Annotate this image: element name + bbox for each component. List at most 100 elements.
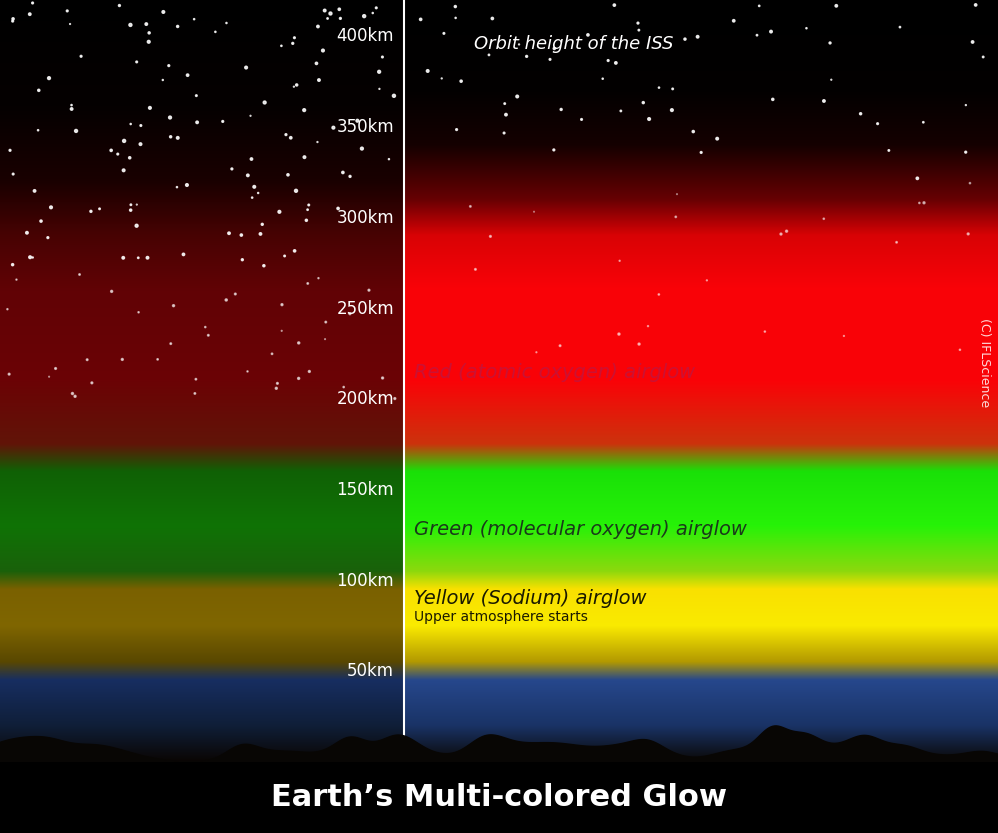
Point [496, 127, 512, 140]
Point [133, 137, 149, 151]
Point [975, 50, 991, 63]
Point [271, 205, 287, 218]
Point [276, 249, 292, 262]
Point [286, 31, 302, 44]
Point [8, 273, 24, 287]
Point [778, 225, 794, 238]
Point [952, 343, 968, 357]
Point [356, 9, 372, 22]
Point [141, 35, 157, 48]
Point [310, 272, 326, 285]
Text: (C) IFLScience: (C) IFLScience [978, 318, 991, 407]
Point [909, 172, 925, 185]
Point [122, 151, 138, 164]
Point [123, 198, 139, 212]
Text: 300km: 300km [336, 209, 394, 227]
Point [484, 12, 500, 25]
Point [881, 144, 897, 157]
Point [915, 116, 931, 129]
Text: 100km: 100km [336, 571, 394, 590]
Point [92, 202, 108, 216]
Point [756, 325, 772, 338]
Point [542, 52, 558, 66]
Point [608, 57, 624, 70]
Point [19, 226, 35, 239]
Point [640, 320, 656, 333]
Point [33, 214, 49, 227]
Point [798, 22, 814, 35]
Point [187, 387, 203, 400]
Point [40, 231, 56, 244]
Point [5, 12, 21, 26]
Point [123, 117, 139, 131]
Point [453, 74, 469, 87]
Point [497, 97, 513, 110]
Point [115, 352, 131, 366]
Point [84, 377, 100, 390]
Point [156, 5, 172, 18]
Point [104, 285, 120, 298]
Point [150, 352, 166, 366]
Point [631, 23, 647, 37]
Point [22, 7, 38, 21]
Point [481, 48, 497, 62]
Point [631, 337, 647, 351]
Point [317, 316, 333, 329]
Point [5, 258, 21, 272]
Point [64, 102, 80, 116]
Point [962, 177, 978, 190]
Point [911, 197, 927, 210]
Point [467, 262, 483, 276]
Point [361, 283, 377, 297]
Point [221, 227, 237, 240]
Point [299, 203, 315, 217]
Point [298, 213, 314, 227]
Point [869, 117, 885, 130]
Point [268, 382, 284, 395]
Point [103, 144, 119, 157]
Point [288, 184, 304, 197]
Point [651, 287, 667, 301]
Point [335, 381, 351, 394]
Point [285, 80, 301, 93]
Point [219, 293, 235, 307]
Point [219, 17, 235, 30]
Point [815, 212, 831, 226]
Point [354, 142, 370, 155]
Point [364, 7, 380, 20]
Point [553, 102, 569, 116]
Point [176, 247, 192, 261]
Point [5, 167, 21, 181]
Point [630, 17, 646, 30]
Point [286, 244, 302, 257]
Text: Red (atomic oxygen) airglow: Red (atomic oxygen) airglow [414, 362, 696, 382]
Point [247, 180, 262, 193]
Point [381, 152, 397, 166]
Point [447, 0, 463, 13]
Text: 250km: 250km [336, 300, 394, 317]
Point [41, 72, 57, 85]
Point [552, 339, 568, 352]
Point [224, 162, 240, 176]
Point [59, 4, 75, 17]
Point [189, 89, 205, 102]
Point [215, 115, 231, 128]
Point [68, 124, 84, 137]
Point [699, 274, 715, 287]
Point [255, 259, 271, 272]
Point [290, 372, 306, 385]
Point [836, 329, 852, 342]
Point [595, 72, 611, 85]
Point [299, 277, 315, 290]
Point [179, 178, 195, 192]
Point [319, 12, 335, 25]
Point [600, 54, 616, 67]
Point [300, 198, 316, 212]
Text: 200km: 200km [336, 390, 394, 408]
Point [958, 98, 974, 112]
Point [773, 227, 789, 241]
Point [264, 347, 280, 361]
Point [371, 65, 387, 78]
Point [27, 184, 43, 197]
Point [73, 50, 89, 63]
